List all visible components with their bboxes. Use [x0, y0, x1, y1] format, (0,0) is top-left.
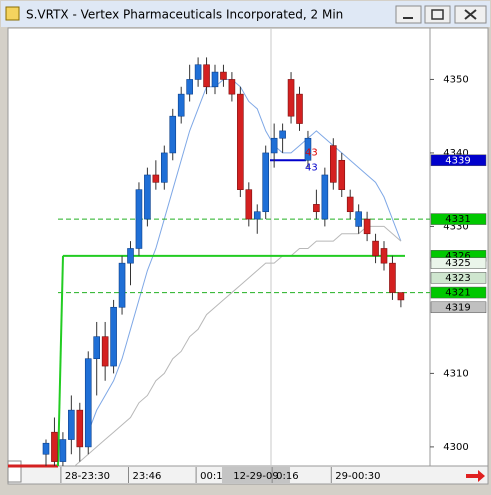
- plot-area: [7, 27, 431, 467]
- candle-body: [287, 79, 295, 117]
- price-axis: [429, 27, 489, 467]
- candle-body: [177, 93, 185, 117]
- price-badge: [430, 257, 487, 269]
- x-tick-label: 28-23:30: [65, 471, 110, 482]
- candle-body: [84, 358, 92, 448]
- app-icon: [5, 6, 20, 21]
- price-badge-label: 4323: [445, 273, 470, 284]
- candle-body: [279, 130, 286, 139]
- x-tick-label: 23:46: [133, 471, 162, 482]
- price-badge: [430, 301, 487, 314]
- candle-body: [346, 196, 354, 213]
- candle-body: [338, 159, 346, 190]
- y-tick-label: 4300: [443, 442, 468, 453]
- price-badge-label: 4326: [445, 251, 470, 262]
- price-badge-label: 4339: [445, 155, 470, 166]
- price-badge-label: 4331: [445, 214, 470, 225]
- minimize-button[interactable]: [395, 5, 422, 24]
- candle-body: [186, 79, 193, 95]
- price-badge-label: 4325: [445, 258, 470, 269]
- window-buttons: [395, 5, 487, 24]
- x-tick-label: 00:1: [200, 471, 222, 482]
- price-badge: [430, 213, 487, 225]
- candle-body: [203, 64, 210, 88]
- cursor-date: 12-29-09: [233, 471, 278, 482]
- candle-body: [313, 204, 320, 213]
- candle-body: [304, 137, 312, 161]
- candle-body: [110, 306, 117, 367]
- candle-body: [169, 115, 177, 154]
- moving-average: [73, 225, 402, 466]
- candle-body: [101, 336, 109, 367]
- candle-body: [380, 248, 388, 264]
- price-badge: [430, 286, 487, 299]
- candle-body: [51, 431, 58, 462]
- level-annotation: 43: [305, 162, 318, 173]
- scroll-arrow[interactable]: [466, 470, 485, 482]
- close-icon: [464, 9, 477, 20]
- level-riser: [57, 255, 64, 466]
- level-annotation: 43: [305, 147, 318, 158]
- candle-body: [296, 93, 303, 124]
- price-badge-label: 4321: [445, 288, 470, 299]
- candle-body: [127, 248, 134, 264]
- candle-body: [135, 189, 143, 249]
- candle-body: [76, 409, 84, 448]
- candle-body: [152, 174, 160, 183]
- maximize-icon: [431, 9, 444, 20]
- candle-body: [93, 336, 100, 360]
- candle-body: [42, 442, 50, 455]
- candle-body: [211, 71, 219, 88]
- candle-body: [270, 137, 278, 154]
- candle-body: [321, 174, 329, 220]
- candle-body: [245, 189, 253, 220]
- candle-body: [220, 71, 227, 80]
- y-tick-label: 4330: [443, 221, 468, 232]
- window-title: S.VRTX - Vertex Pharmaceuticals Incorpor…: [26, 8, 343, 22]
- candle-body: [253, 211, 261, 220]
- candle-body: [59, 439, 67, 462]
- candle-body: [355, 211, 362, 227]
- candle-body: [194, 64, 202, 80]
- y-tick-label: 4350: [443, 74, 468, 85]
- candle-body: [68, 409, 75, 440]
- x-tick-label: 0:16: [276, 471, 298, 482]
- candle-body: [161, 152, 168, 183]
- candle-body: [389, 262, 396, 293]
- candle-body: [397, 292, 405, 301]
- price-badge: [430, 272, 487, 284]
- y-tick-label: 4310: [443, 368, 468, 379]
- moving-average: [87, 78, 402, 433]
- candle-body: [329, 145, 337, 183]
- maximize-button[interactable]: [424, 5, 451, 24]
- cursor-date-box: [222, 467, 290, 483]
- price-badge-label: 4319: [445, 302, 470, 313]
- candle-body: [118, 262, 126, 308]
- scroll-box[interactable]: [7, 460, 22, 483]
- candle-body: [262, 152, 270, 213]
- candle-body: [228, 79, 236, 95]
- price-badge: [430, 154, 487, 167]
- y-tick-label: 4340: [443, 148, 468, 159]
- x-tick-label: 29-00:30: [335, 471, 380, 482]
- candle-body: [363, 218, 371, 235]
- candle-body: [372, 240, 379, 257]
- candle-body: [237, 93, 244, 190]
- candle-body: [144, 174, 151, 220]
